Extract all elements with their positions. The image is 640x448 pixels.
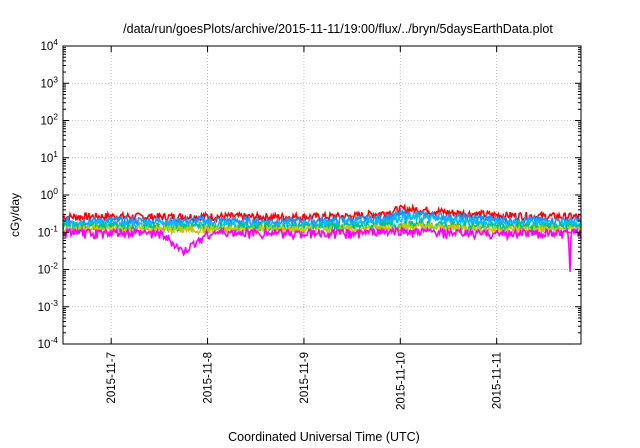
plot-series <box>62 202 582 345</box>
series-point <box>495 228 498 231</box>
series-point <box>303 228 305 231</box>
y-axis-label: cGy/day <box>8 193 22 237</box>
series-point <box>495 231 498 234</box>
series-point <box>351 215 353 217</box>
y-tick-label: 10-4 <box>38 335 59 351</box>
x-tick-label: 2015-11-8 <box>203 352 215 404</box>
series-point <box>447 231 450 234</box>
series-point <box>351 228 353 231</box>
series-point <box>423 217 426 219</box>
series-point <box>399 226 402 228</box>
series-point <box>383 212 386 214</box>
series-point <box>544 219 546 221</box>
series-point <box>423 226 426 228</box>
series-point <box>495 221 498 224</box>
series-point <box>182 250 185 253</box>
series-point <box>254 216 257 218</box>
series-point <box>423 214 426 216</box>
grid <box>63 46 581 344</box>
series-point <box>303 231 305 234</box>
series-point <box>544 231 546 234</box>
series-point <box>110 231 112 234</box>
y-tick-label: 102 <box>40 112 58 128</box>
y-tick-label: 10-3 <box>38 298 59 314</box>
chart-title: /data/run/goesPlots/archive/2015-11-11/1… <box>123 22 553 36</box>
series-line-2 <box>62 207 582 229</box>
series-point <box>447 227 450 229</box>
series-point <box>110 228 112 231</box>
series-point <box>303 226 305 228</box>
series-point <box>447 216 450 218</box>
y-tick-label: 100 <box>40 186 58 202</box>
series-point <box>399 229 402 232</box>
series-point <box>447 211 450 214</box>
series-point <box>351 219 353 221</box>
series-point <box>254 226 257 228</box>
x-tick-label: 2015-11-7 <box>106 352 118 404</box>
series-point <box>158 231 161 234</box>
y-ticks: 10-4 10-3 10-2 10-1 100 101 102 103 104 <box>38 37 581 351</box>
y-tick-label: 101 <box>40 149 58 165</box>
y-tick-label: 10-1 <box>38 223 59 239</box>
series-point <box>569 231 572 234</box>
series-point <box>206 219 209 221</box>
series-point <box>447 219 450 221</box>
series-point <box>158 228 161 231</box>
series-point <box>568 231 570 234</box>
x-tick-label: 2015-11-10 <box>395 352 407 410</box>
y-tick-label: 103 <box>40 74 58 90</box>
series-point <box>495 214 498 216</box>
series-point <box>383 227 386 229</box>
x-axis-label: Coordinated Universal Time (UTC) <box>228 430 420 444</box>
series-point <box>206 231 209 234</box>
series-point <box>206 215 209 217</box>
x-tick-label: 2015-11-11 <box>492 352 504 409</box>
series-point <box>158 216 161 218</box>
series-point <box>254 231 257 234</box>
series-line-6 <box>62 226 582 272</box>
x-ticks: 2015-11-7 2015-11-8 2015-11-9 2015-11-10 201… <box>106 46 504 410</box>
series-point <box>399 216 402 219</box>
y-tick-label: 104 <box>40 37 58 53</box>
series-point <box>303 216 305 218</box>
x-tick-label: 2015-11-9 <box>299 352 311 404</box>
series-point <box>560 231 562 234</box>
series-point <box>423 209 426 211</box>
series-point <box>254 220 257 222</box>
series-point <box>351 231 353 234</box>
series-point <box>544 215 546 217</box>
series-point <box>399 213 402 216</box>
y-tick-label: 10-2 <box>38 261 59 277</box>
series-point <box>158 223 161 226</box>
series-point <box>206 228 209 231</box>
series-point <box>423 223 426 226</box>
